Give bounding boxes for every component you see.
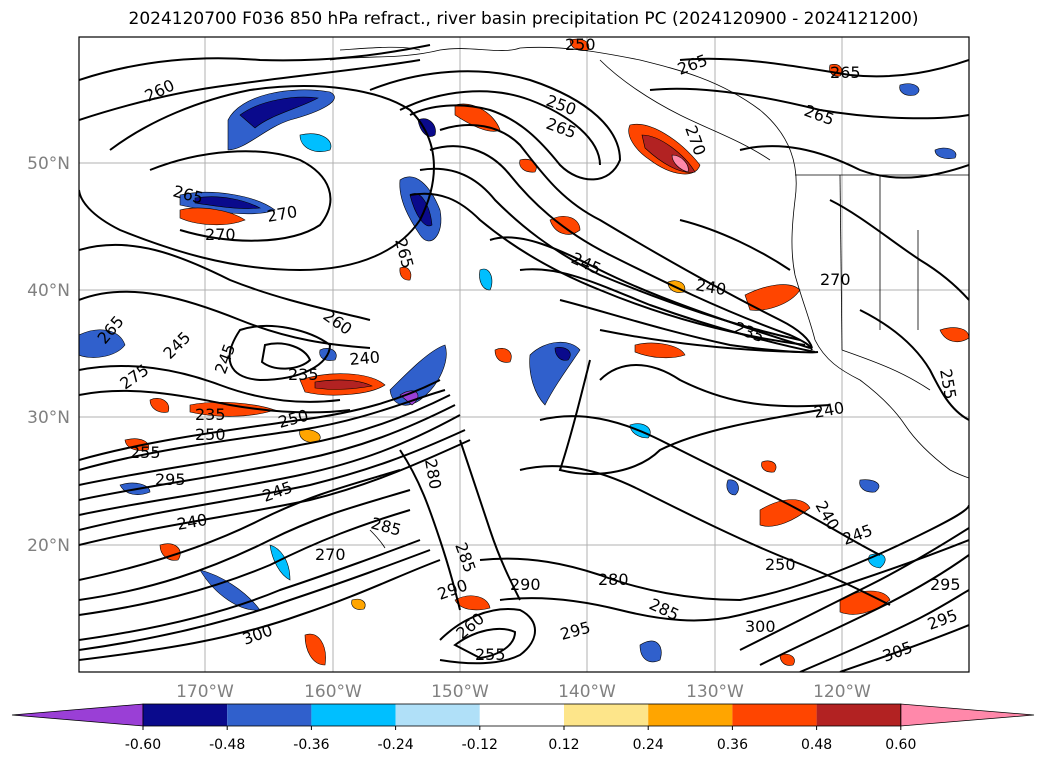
positive-anomaly-region	[634, 342, 686, 359]
lon-label: 160°W	[304, 682, 362, 702]
contour-label: 255	[475, 645, 506, 664]
lat-label: 20°N	[27, 536, 70, 556]
colorbar-segment	[732, 704, 817, 726]
colorbar-tick-label: 0.36	[717, 737, 748, 753]
contour-label: 295	[155, 470, 186, 489]
positive-anomaly-region	[399, 267, 412, 281]
negative-anomaly-region	[417, 118, 436, 137]
contour-label: 265	[830, 63, 861, 82]
contour-label: 280	[598, 570, 629, 589]
positive-anomaly-region	[454, 595, 491, 611]
colorbar-arrow-low	[11, 703, 144, 727]
lat-label: 30°N	[27, 408, 70, 428]
colorbar-tick-label: -0.12	[462, 737, 498, 753]
lon-label: 130°W	[686, 682, 744, 702]
positive-anomaly-region	[569, 38, 590, 51]
colorbar-segment	[564, 704, 649, 726]
colorbar-tick-label: -0.60	[125, 737, 161, 753]
lon-label: 170°W	[176, 682, 234, 702]
map-title: 2024120700 F036 850 hPa refract., river …	[128, 9, 919, 29]
contour-label: 300	[745, 617, 776, 636]
positive-anomaly-region	[519, 158, 537, 173]
lon-label: 150°W	[431, 682, 489, 702]
contour-label: 235	[195, 405, 226, 424]
colorbar-segment	[143, 704, 228, 726]
positive-anomaly-region	[304, 633, 326, 666]
colorbar: -0.60 -0.48 -0.36 -0.24 -0.12 0.12 0.24 0.36 0.4…	[11, 703, 1035, 753]
lat-label: 40°N	[27, 281, 70, 301]
latitude-labels: 50°N 40°N 30°N 20°N	[27, 154, 70, 556]
colorbar-tick-label: 0.12	[548, 737, 579, 753]
contour-label: 270	[820, 270, 851, 289]
negative-anomaly-region	[899, 83, 920, 96]
positive-anomaly-region	[149, 398, 170, 413]
colorbar-tick-label: 0.48	[801, 737, 832, 753]
positive-anomaly-region	[494, 348, 512, 363]
colorbar-tick-label: 0.60	[885, 737, 916, 753]
map-frame	[78, 36, 970, 673]
negative-anomaly-region	[299, 133, 332, 152]
contour-label: 270	[205, 225, 236, 244]
colorbar-segment	[227, 704, 312, 726]
coastlines	[329, 46, 969, 549]
lon-label: 140°W	[558, 682, 616, 702]
map-panel	[79, 37, 969, 672]
contour-label: 235	[288, 365, 319, 384]
refractivity-contours	[79, 44, 969, 672]
colorbar-tick-label: -0.24	[377, 737, 413, 753]
colorbar-segment	[479, 704, 564, 726]
colorbar-tick-label: 0.24	[633, 737, 664, 753]
contour-label: 295	[930, 575, 961, 594]
colorbar-tick-label: -0.36	[293, 737, 329, 753]
negative-anomaly-region	[227, 89, 335, 151]
positive-anomaly-region	[159, 543, 181, 561]
lat-label: 50°N	[27, 154, 70, 174]
colorbar-segment	[311, 704, 396, 726]
negative-anomaly-region	[934, 147, 957, 159]
contour-label: 270	[315, 545, 346, 564]
colorbar-segment	[648, 704, 733, 726]
negative-anomaly-region	[479, 268, 493, 291]
colorbar-arrow-high	[900, 703, 1035, 727]
negative-anomaly-region	[79, 329, 126, 358]
contour-label: 290	[510, 575, 541, 594]
negative-anomaly-region	[269, 544, 291, 581]
contour-label: 250	[765, 555, 796, 574]
positive-anomaly-region	[939, 327, 969, 343]
positive-anomaly-region	[351, 598, 366, 610]
contour-label: 250	[565, 35, 596, 54]
positive-anomaly-region	[779, 653, 795, 666]
negative-anomaly-region	[726, 479, 739, 496]
colorbar-segment	[816, 704, 901, 726]
negative-anomaly-region	[639, 640, 662, 663]
longitude-labels: 170°W 160°W 150°W 140°W 130°W 120°W	[176, 682, 871, 702]
positive-anomaly-region	[761, 460, 777, 473]
colorbar-tick-label: -0.48	[209, 737, 245, 753]
positive-anomaly-region	[839, 590, 891, 615]
positive-anomaly-region	[179, 207, 246, 226]
negative-anomaly-region	[859, 479, 880, 493]
contour-label: 240	[349, 347, 381, 369]
colorbar-segment	[395, 704, 480, 726]
contour-label: 255	[130, 443, 161, 462]
lon-label: 120°W	[813, 682, 871, 702]
contour-label: 250	[195, 425, 226, 444]
